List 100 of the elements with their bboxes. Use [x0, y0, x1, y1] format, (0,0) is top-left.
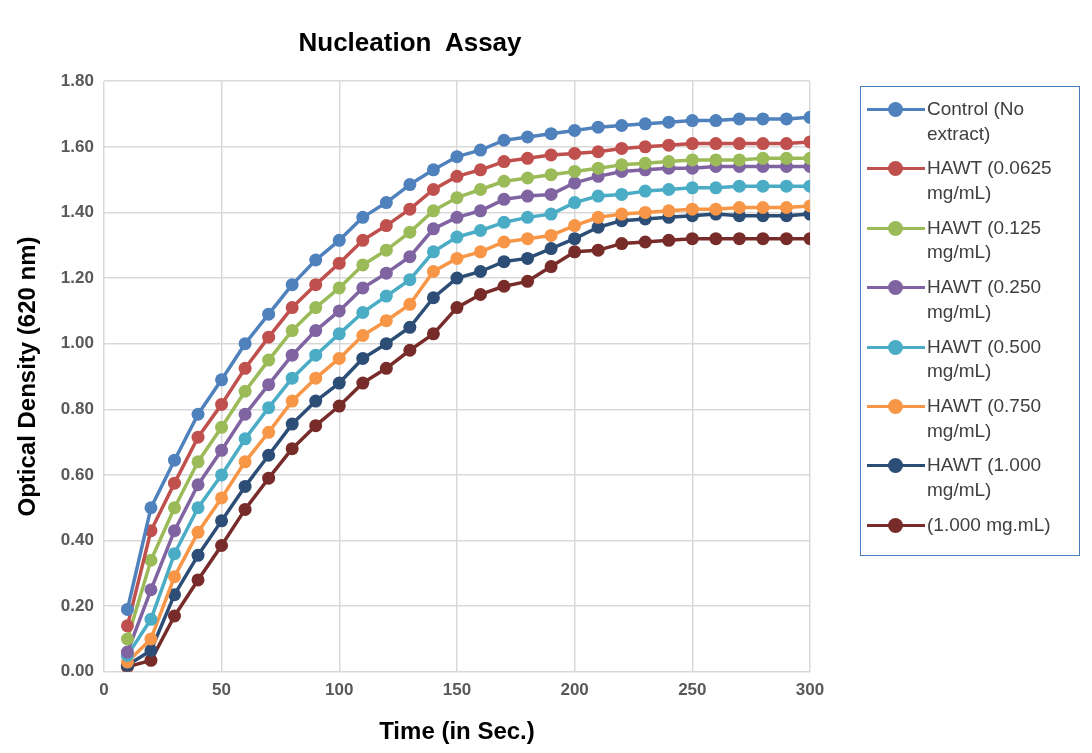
point — [521, 189, 535, 203]
point — [191, 525, 205, 539]
point — [168, 453, 181, 467]
point — [120, 602, 134, 616]
point — [191, 501, 205, 515]
point — [426, 291, 440, 305]
point — [615, 237, 629, 251]
point — [497, 155, 511, 169]
point — [215, 373, 229, 387]
point — [144, 643, 158, 657]
point — [332, 327, 346, 341]
y-tick-label: 0.40 — [60, 530, 94, 550]
point — [168, 547, 181, 561]
point — [638, 140, 652, 154]
point — [685, 153, 699, 167]
point — [638, 117, 652, 131]
point — [215, 468, 229, 482]
point — [144, 612, 158, 626]
point — [450, 301, 464, 315]
point — [615, 187, 629, 201]
point — [238, 479, 252, 493]
y-tick-label: 1.60 — [60, 136, 94, 156]
point — [473, 182, 487, 196]
point — [662, 138, 676, 152]
point — [144, 583, 158, 597]
point — [403, 320, 417, 334]
x-tick-label: 250 — [678, 679, 707, 699]
legend-label: HAWT (0.250 mg/mL) — [927, 275, 1043, 324]
point — [379, 196, 393, 210]
point — [497, 235, 511, 249]
point — [544, 207, 558, 221]
point — [732, 232, 746, 246]
point — [685, 232, 699, 246]
point — [450, 191, 464, 205]
legend-label: HAWT (0.125 mg/mL) — [927, 215, 1043, 265]
point — [685, 137, 699, 151]
point — [709, 181, 723, 195]
point — [332, 233, 346, 247]
point — [756, 137, 770, 151]
point — [262, 378, 276, 392]
point — [473, 265, 487, 278]
point — [662, 115, 676, 129]
point — [120, 632, 134, 646]
legend-label: HAWT (0.500 mg/mL) — [927, 334, 1043, 384]
point — [568, 123, 582, 137]
point — [521, 251, 535, 265]
point — [168, 501, 181, 515]
point — [779, 112, 793, 126]
point — [615, 141, 629, 155]
point — [332, 351, 346, 365]
point — [779, 137, 793, 151]
point — [591, 161, 605, 175]
point — [356, 376, 370, 390]
point — [356, 281, 370, 295]
point — [709, 153, 723, 167]
point — [615, 207, 629, 221]
point — [473, 143, 487, 157]
point — [638, 235, 652, 249]
point — [732, 153, 746, 167]
point — [615, 119, 629, 132]
point — [356, 210, 370, 224]
point — [379, 219, 393, 233]
point — [732, 201, 746, 215]
point — [685, 114, 699, 128]
point — [332, 281, 346, 295]
point — [497, 255, 511, 269]
point — [309, 348, 323, 362]
point — [450, 210, 464, 224]
point — [285, 371, 299, 385]
legend-label: Control (No extract) — [927, 97, 1026, 146]
point — [238, 384, 252, 398]
y-axis-title: Optical Density (620 nm) — [13, 236, 41, 517]
point — [379, 337, 393, 351]
point — [426, 245, 440, 259]
point — [426, 327, 440, 341]
point — [356, 351, 370, 365]
legend-label: HAWT (0.750 mg/mL) — [927, 393, 1043, 443]
point — [262, 353, 276, 367]
point — [403, 225, 417, 239]
point — [238, 432, 252, 446]
point — [779, 179, 793, 193]
point — [521, 274, 535, 288]
y-tick-label: 0.60 — [60, 464, 94, 484]
point — [544, 260, 558, 274]
y-tick-label: 1.80 — [60, 70, 94, 90]
point — [685, 202, 699, 216]
y-tick-label: 1.00 — [60, 333, 94, 353]
point — [238, 502, 252, 516]
point — [168, 570, 181, 584]
point — [426, 163, 440, 177]
point — [309, 324, 323, 338]
point — [756, 151, 770, 165]
point — [191, 430, 205, 444]
point — [215, 397, 229, 411]
point — [262, 401, 276, 415]
point — [568, 196, 582, 210]
point — [262, 307, 276, 321]
point — [262, 425, 276, 439]
point — [779, 201, 793, 215]
x-tick-label: 300 — [795, 679, 825, 699]
